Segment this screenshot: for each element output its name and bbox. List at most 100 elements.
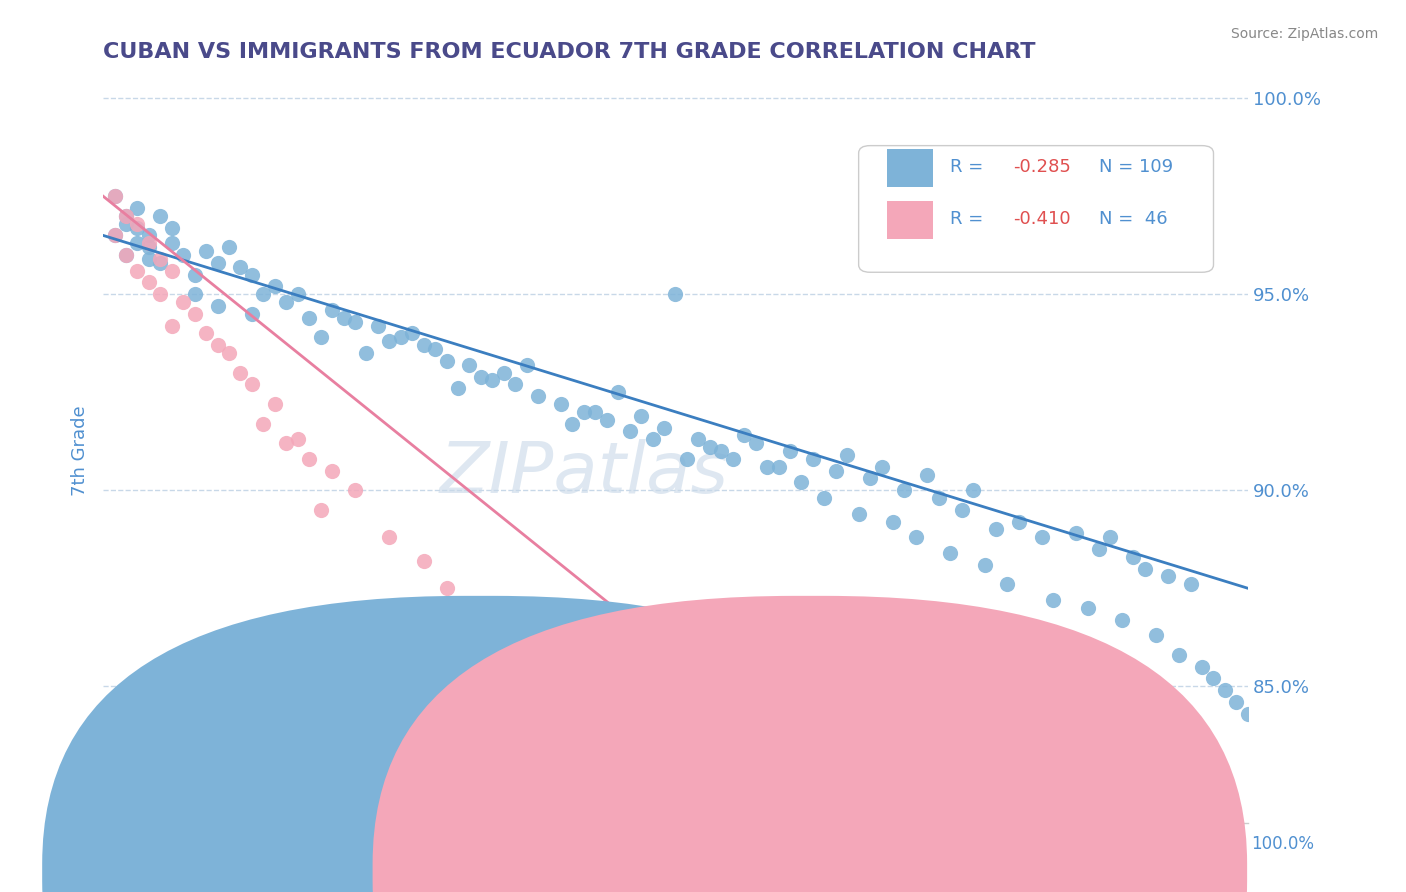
- Point: [503, 377, 526, 392]
- Point: [412, 554, 434, 568]
- Point: [801, 797, 824, 811]
- Point: [298, 310, 321, 325]
- Point: [436, 354, 458, 368]
- Point: [263, 397, 285, 411]
- Point: [1099, 530, 1122, 544]
- Point: [561, 417, 583, 431]
- Point: [756, 459, 779, 474]
- Point: [596, 412, 619, 426]
- Point: [447, 381, 470, 395]
- Point: [103, 228, 125, 243]
- Point: [149, 252, 172, 266]
- Point: [378, 334, 401, 349]
- Point: [160, 263, 183, 277]
- Point: [973, 558, 995, 572]
- Point: [115, 209, 138, 223]
- Point: [115, 209, 138, 223]
- Point: [149, 287, 172, 301]
- Point: [321, 302, 343, 317]
- Point: [481, 632, 503, 647]
- Point: [676, 451, 699, 466]
- Point: [630, 409, 652, 423]
- Y-axis label: 7th Grade: 7th Grade: [72, 406, 89, 496]
- Point: [218, 240, 240, 254]
- Point: [149, 256, 172, 270]
- Point: [160, 236, 183, 251]
- Point: [367, 318, 389, 333]
- Point: [436, 581, 458, 595]
- Point: [103, 189, 125, 203]
- Point: [950, 503, 973, 517]
- Point: [1111, 613, 1133, 627]
- Point: [1144, 628, 1167, 642]
- Point: [229, 366, 252, 380]
- Point: [917, 797, 939, 811]
- Point: [572, 405, 595, 419]
- Point: [1191, 659, 1213, 673]
- Point: [1213, 683, 1236, 698]
- Point: [583, 405, 606, 419]
- Point: [1157, 569, 1180, 583]
- Point: [195, 326, 218, 341]
- Point: [882, 515, 904, 529]
- Point: [160, 220, 183, 235]
- Point: [252, 287, 274, 301]
- Point: [492, 366, 515, 380]
- Point: [378, 530, 401, 544]
- Point: [550, 397, 572, 411]
- Point: [172, 248, 194, 262]
- Point: [1225, 695, 1247, 709]
- Point: [252, 417, 274, 431]
- Point: [458, 608, 481, 623]
- Point: [688, 749, 710, 764]
- Point: [138, 240, 160, 254]
- Point: [848, 507, 870, 521]
- Point: [138, 252, 160, 266]
- Text: 100.0%: 100.0%: [1251, 835, 1315, 853]
- Point: [240, 268, 263, 282]
- Point: [641, 432, 664, 446]
- Point: [664, 287, 686, 301]
- Point: [423, 342, 446, 356]
- Point: [779, 444, 801, 458]
- Point: [768, 459, 790, 474]
- Point: [240, 307, 263, 321]
- Text: -0.285: -0.285: [1014, 158, 1071, 176]
- Point: [837, 448, 859, 462]
- Point: [928, 491, 950, 505]
- Point: [207, 299, 229, 313]
- Point: [917, 467, 939, 482]
- Point: [572, 726, 595, 740]
- Point: [172, 295, 194, 310]
- Point: [229, 260, 252, 274]
- Point: [309, 330, 332, 344]
- Point: [516, 358, 538, 372]
- Point: [183, 307, 205, 321]
- Point: [596, 746, 619, 760]
- Point: [1064, 526, 1087, 541]
- Point: [183, 268, 205, 282]
- Point: [470, 369, 492, 384]
- Point: [1042, 593, 1064, 607]
- Point: [287, 287, 309, 301]
- Point: [356, 346, 378, 360]
- Point: [207, 338, 229, 352]
- Point: [527, 389, 550, 403]
- Point: [893, 483, 915, 498]
- Point: [276, 436, 298, 450]
- Point: [183, 287, 205, 301]
- Text: 0.0%: 0.0%: [91, 835, 134, 853]
- Point: [550, 703, 572, 717]
- Point: [756, 659, 779, 673]
- Point: [859, 471, 882, 485]
- Point: [652, 420, 675, 434]
- Point: [1088, 542, 1111, 557]
- Point: [138, 276, 160, 290]
- Point: [218, 346, 240, 360]
- Point: [412, 338, 434, 352]
- Point: [138, 228, 160, 243]
- Bar: [887, 149, 934, 186]
- Point: [127, 217, 149, 231]
- Point: [160, 318, 183, 333]
- Point: [744, 436, 766, 450]
